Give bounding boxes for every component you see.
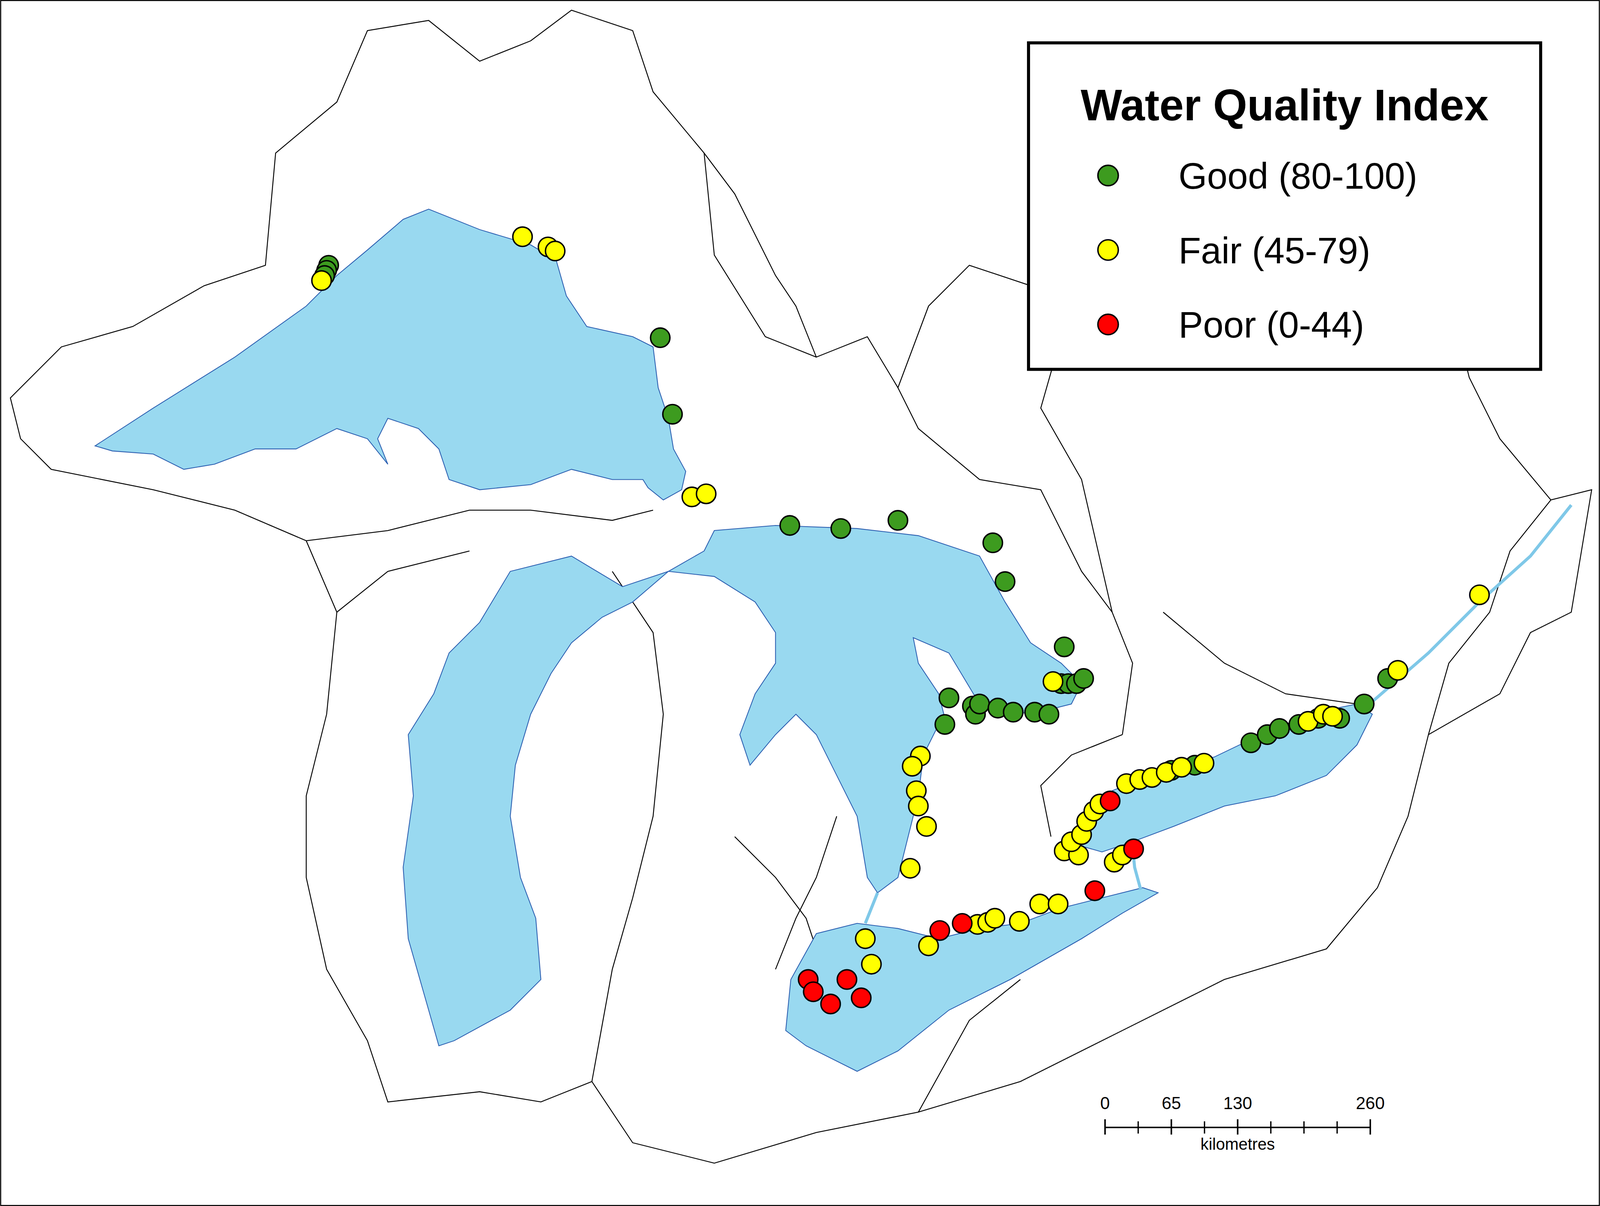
- site-marker: [803, 982, 824, 1002]
- legend-swatch: [1098, 314, 1119, 335]
- lake: [1066, 703, 1373, 852]
- site-marker: [311, 270, 332, 291]
- site-marker: [935, 714, 955, 734]
- scale-tick-label: 0: [1100, 1093, 1111, 1113]
- site-marker: [851, 987, 872, 1008]
- site-marker: [969, 694, 990, 714]
- site-marker: [1322, 706, 1343, 727]
- site-marker: [831, 518, 851, 539]
- legend-swatch: [1098, 165, 1119, 186]
- site-marker: [1354, 694, 1374, 714]
- scale-tick-label: 65: [1161, 1093, 1181, 1113]
- site-marker: [512, 226, 533, 247]
- lakes: [94, 208, 1373, 1072]
- scale-tick-label: 130: [1223, 1093, 1252, 1113]
- site-marker: [1100, 791, 1120, 811]
- site-marker: [861, 954, 882, 974]
- sub-basin-line: [306, 510, 654, 541]
- sub-basin-line: [1040, 336, 1113, 613]
- legend-label: Poor (0-44): [1178, 304, 1365, 346]
- site-marker: [1073, 668, 1094, 689]
- site-marker: [939, 688, 959, 708]
- site-marker: [916, 816, 937, 837]
- site-marker: [821, 994, 841, 1014]
- site-marker: [1388, 660, 1408, 681]
- site-marker: [696, 483, 717, 504]
- lake: [668, 525, 1082, 893]
- site-marker: [983, 533, 1003, 553]
- site-marker: [1039, 704, 1059, 724]
- river: [1367, 505, 1572, 707]
- sub-basin-line: [1163, 612, 1358, 704]
- site-marker: [1469, 585, 1490, 605]
- site-marker: [1054, 637, 1075, 657]
- background: [0, 0, 1600, 1206]
- scale-minor-tick: [1137, 1121, 1139, 1134]
- scale-tick: [1369, 1119, 1372, 1135]
- site-marker: [780, 515, 800, 536]
- legend: Water Quality Index Good (80-100) Fair (45…: [1028, 42, 1541, 370]
- site-marker: [985, 908, 1005, 929]
- scale-tick: [1170, 1119, 1173, 1135]
- site-marker: [1048, 894, 1068, 914]
- river: [865, 892, 878, 924]
- lake: [403, 555, 669, 1046]
- site-marker: [662, 404, 683, 425]
- site-marker: [1269, 718, 1290, 739]
- rivers: [865, 505, 1572, 924]
- scale-tick: [1236, 1119, 1239, 1135]
- sub-basin-line: [1428, 500, 1551, 735]
- scale-label: kilometres: [1200, 1134, 1275, 1154]
- site-marker: [1009, 911, 1030, 932]
- site-marker: [1085, 880, 1105, 901]
- scale-tick-label: 260: [1355, 1093, 1385, 1113]
- site-marker: [1171, 757, 1192, 777]
- site-marker: [1003, 702, 1024, 722]
- lake: [785, 887, 1158, 1072]
- site-marker: [995, 571, 1015, 592]
- legend-swatch: [1098, 239, 1119, 261]
- sub-basin-line: [704, 153, 817, 358]
- site-marker: [902, 756, 922, 777]
- site-marker: [1030, 894, 1050, 914]
- scale-minor-tick: [1270, 1121, 1272, 1134]
- scale-minor-tick: [1336, 1121, 1338, 1134]
- scale-tick: [1104, 1119, 1106, 1135]
- legend-title: Water Quality Index: [1080, 80, 1489, 130]
- site-marker: [888, 510, 908, 531]
- legend-label: Fair (45-79): [1178, 230, 1371, 272]
- map: Water Quality Index Good (80-100) Fair (45…: [0, 0, 1600, 1206]
- scale-minor-tick: [1203, 1121, 1206, 1134]
- site-marker: [545, 241, 565, 261]
- scale-minor-tick: [1303, 1121, 1305, 1134]
- sub-basin-line: [591, 571, 664, 1082]
- site-marker: [900, 858, 920, 879]
- legend-label: Good (80-100): [1178, 155, 1418, 197]
- scale-bar: 0 65 130 260 kilometres: [1100, 1093, 1385, 1154]
- site-marker: [1194, 753, 1214, 774]
- site-marker: [650, 328, 670, 348]
- watershed-boundaries: [10, 10, 1592, 1163]
- site-marker: [837, 969, 857, 990]
- site-marker: [908, 796, 929, 816]
- lake: [94, 208, 686, 500]
- site-marker: [930, 920, 950, 941]
- site-marker: [855, 928, 875, 949]
- basin-outline: [10, 10, 1592, 1163]
- sites: [311, 226, 1490, 1014]
- map-frame: [0, 0, 1600, 1206]
- sub-basin-line: [336, 550, 470, 613]
- site-marker: [952, 913, 972, 934]
- site-marker: [1043, 671, 1063, 692]
- legend-box: [1028, 42, 1541, 370]
- site-marker: [1123, 839, 1144, 859]
